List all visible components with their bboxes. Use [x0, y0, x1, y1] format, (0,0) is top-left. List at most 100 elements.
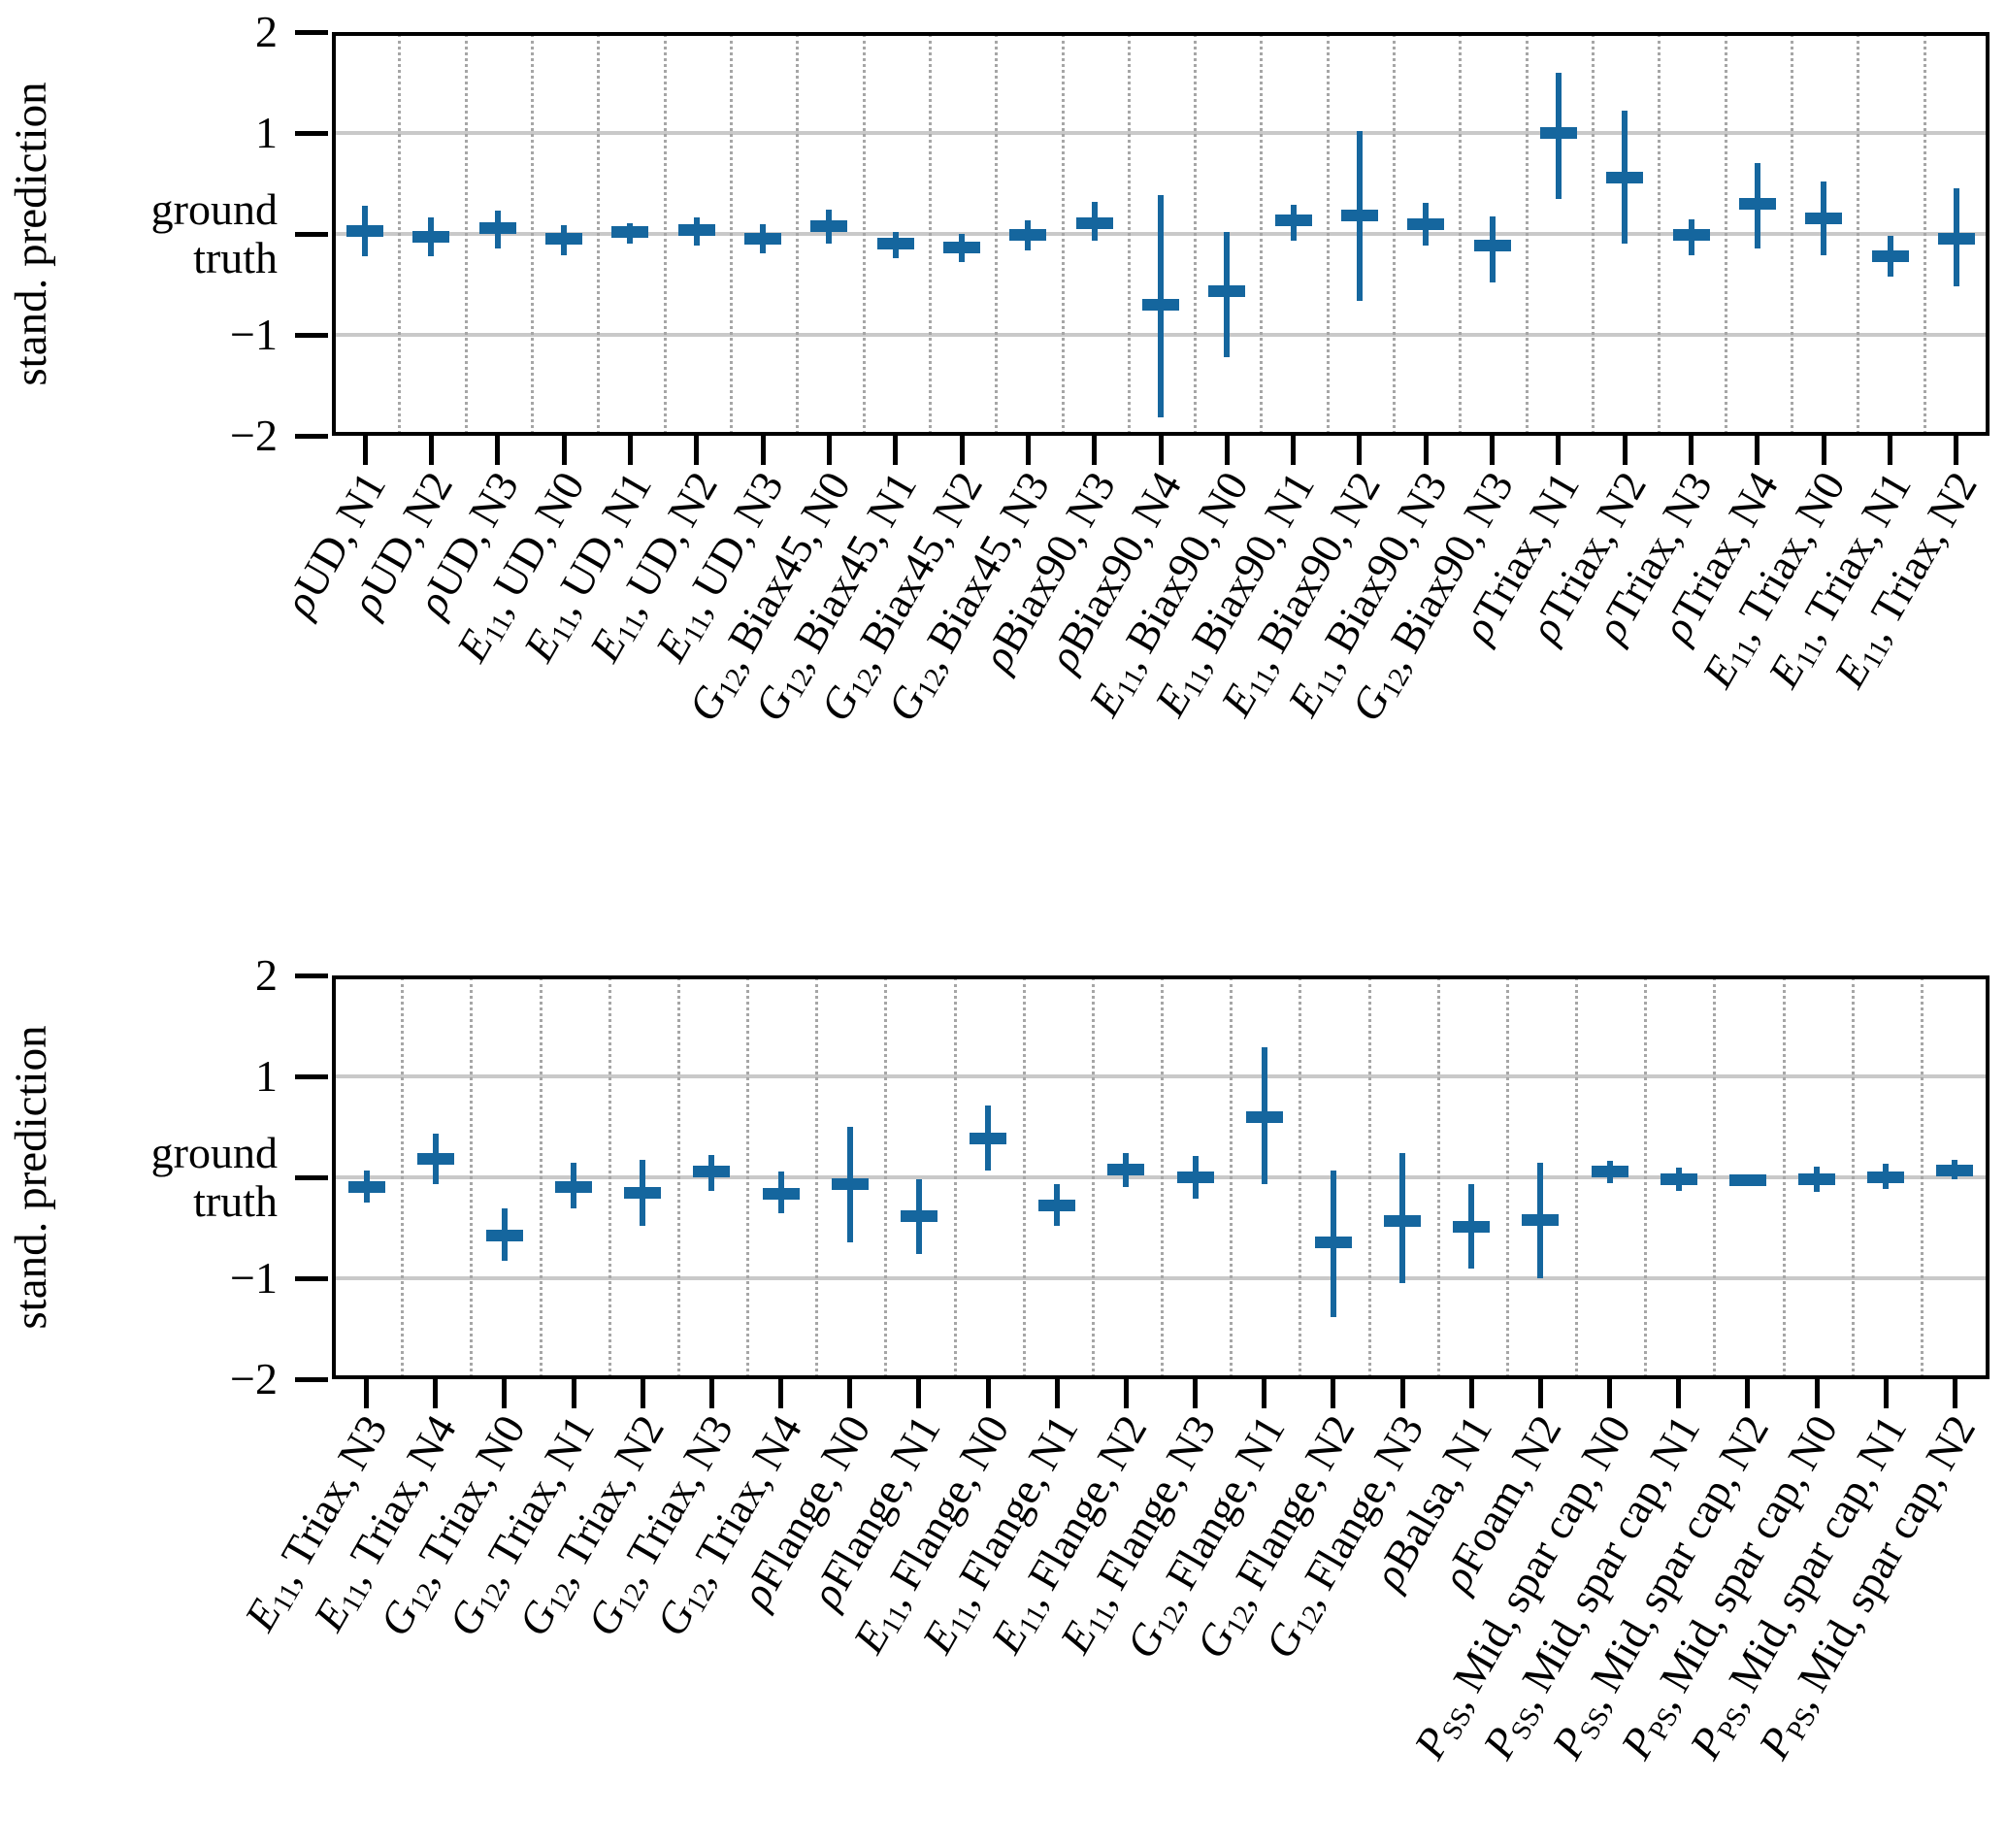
error-bar-marker: [677, 223, 715, 236]
x-tick: [627, 436, 633, 465]
x-tick: [893, 436, 899, 465]
x-tick: [1291, 436, 1297, 465]
error-bar-marker: [1606, 171, 1644, 183]
minor-x-gridline: [862, 34, 866, 434]
minor-x-gridline: [1260, 34, 1264, 434]
x-tick: [1952, 1379, 1957, 1408]
minor-x-gridline: [1575, 977, 1578, 1377]
x-tick: [1755, 436, 1760, 465]
minor-x-gridline: [676, 977, 680, 1377]
minor-x-gridline: [1644, 977, 1648, 1377]
error-bar-marker: [545, 233, 583, 246]
minor-x-gridline: [1127, 34, 1131, 434]
y-tick-label: ground truth: [150, 184, 278, 282]
error-bar-marker: [1660, 1173, 1697, 1186]
minor-x-gridline: [1326, 34, 1330, 434]
x-tick: [1607, 1379, 1613, 1408]
x-tick: [1054, 1379, 1060, 1408]
error-bar-marker: [1274, 214, 1312, 227]
x-tick: [364, 1379, 370, 1408]
minor-x-gridline: [1658, 34, 1661, 434]
y-tick: [295, 332, 328, 338]
error-bar-marker: [744, 233, 782, 246]
minor-x-gridline: [597, 34, 601, 434]
error-bar-marker: [693, 1165, 731, 1177]
error-bar-marker: [1937, 233, 1975, 246]
y-tick: [295, 433, 328, 439]
x-tick: [1883, 1379, 1889, 1408]
x-tick: [495, 436, 501, 465]
subplot-bottom: E11, Triax, N3 E11, Triax, N4 G12, Triax, …: [6, 951, 1990, 1767]
minor-x-gridline: [1194, 34, 1198, 434]
x-tick: [694, 436, 700, 465]
x-tick: [916, 1379, 922, 1408]
x-tick: [1262, 1379, 1267, 1408]
x-tick: [1814, 1379, 1820, 1408]
minor-x-gridline: [1920, 977, 1924, 1377]
minor-x-gridline: [1525, 34, 1529, 434]
error-bar-marker: [1407, 217, 1445, 230]
y-tick-label: −1: [230, 1253, 278, 1304]
y-tick-label: ground truth: [150, 1128, 278, 1226]
error-bar-marker: [876, 238, 914, 250]
y-tick: [295, 1073, 328, 1079]
minor-x-gridline: [1367, 977, 1371, 1377]
minor-x-gridline: [1091, 977, 1095, 1377]
error-bar-marker: [1672, 229, 1710, 242]
minor-x-gridline: [1230, 977, 1233, 1377]
error-bar-marker: [831, 1178, 869, 1191]
minor-x-gridline: [1161, 977, 1164, 1377]
error-bar-marker: [1738, 197, 1776, 210]
error-bar-marker: [1009, 229, 1047, 242]
error-bar-marker: [1591, 1165, 1628, 1177]
minor-x-gridline: [928, 34, 932, 434]
minor-x-gridline: [1592, 34, 1595, 434]
error-bar-marker: [1871, 249, 1909, 262]
minor-x-gridline: [1436, 977, 1440, 1377]
error-bar-marker: [970, 1133, 1007, 1145]
x-tick: [1092, 436, 1098, 465]
error-bar-marker: [1208, 285, 1246, 298]
error-bar-marker: [1728, 1174, 1766, 1187]
minor-x-gridline: [1923, 34, 1926, 434]
x-tick: [561, 436, 567, 465]
error-bar-marker: [1075, 216, 1113, 229]
error-bar-marker: [1473, 240, 1511, 252]
minor-x-gridline: [1505, 977, 1509, 1377]
error-bar-marker: [1314, 1236, 1352, 1248]
y-tick-label: −2: [230, 1354, 278, 1404]
minor-x-gridline: [1724, 34, 1727, 434]
error-bar-marker: [347, 1181, 385, 1194]
y-tick-label: 2: [255, 7, 278, 57]
error-bar-marker: [1384, 1214, 1422, 1227]
minor-x-gridline: [1857, 34, 1860, 434]
x-tick: [1158, 436, 1164, 465]
error-bar-marker: [810, 219, 848, 232]
y-tick-label: −1: [230, 310, 278, 360]
x-tick: [1490, 436, 1496, 465]
minor-x-gridline: [530, 34, 534, 434]
x-tick: [1821, 436, 1826, 465]
x-tick: [847, 1379, 853, 1408]
minor-x-gridline: [729, 34, 733, 434]
x-tick: [1745, 1379, 1751, 1408]
x-tick: [826, 436, 832, 465]
error-bar-marker: [1805, 213, 1843, 225]
error-bar-marker: [1453, 1220, 1491, 1233]
minor-x-gridline: [1061, 34, 1065, 434]
minor-x-gridline: [1782, 977, 1786, 1377]
error-bar-marker: [1340, 210, 1378, 222]
error-bar-marker: [1142, 298, 1179, 311]
x-tick: [1888, 436, 1893, 465]
minor-x-gridline: [470, 977, 474, 1377]
y-tick: [295, 973, 328, 978]
x-tick: [708, 1379, 714, 1408]
y-tick: [295, 29, 328, 35]
error-bar-marker: [485, 1230, 523, 1242]
minor-x-gridline: [1393, 34, 1397, 434]
minor-x-gridline: [953, 977, 957, 1377]
x-tick: [985, 1379, 991, 1408]
error-bar-marker: [1107, 1163, 1145, 1175]
minor-x-gridline: [1713, 977, 1717, 1377]
error-bar-marker: [416, 1153, 454, 1166]
